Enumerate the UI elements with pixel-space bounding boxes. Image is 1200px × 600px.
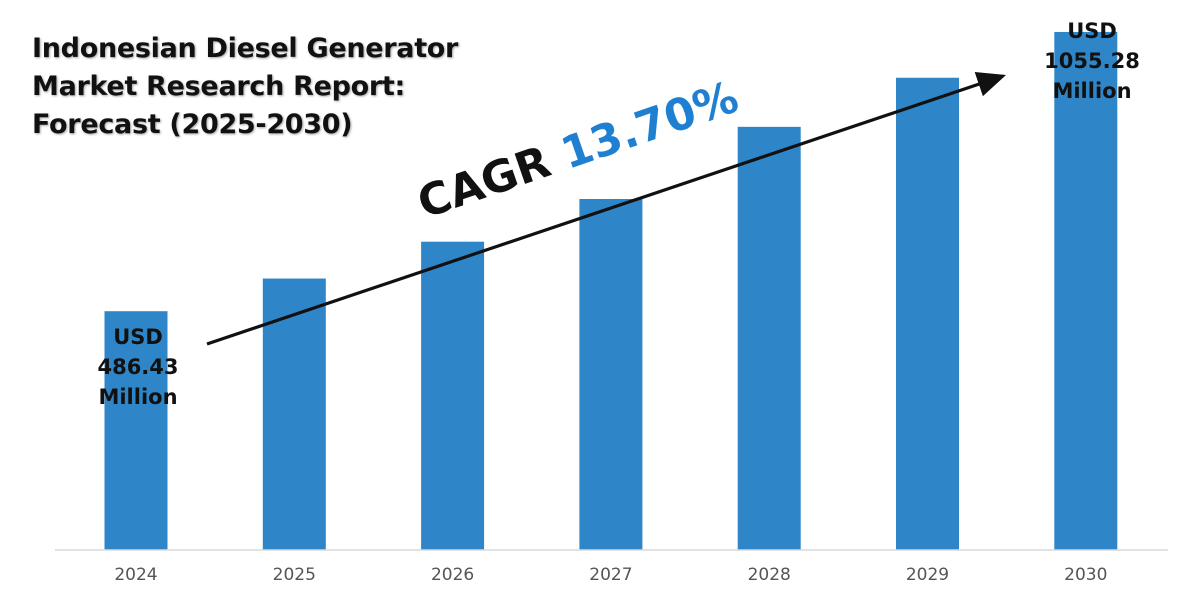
title-line-1: Indonesian Diesel Generator	[32, 33, 459, 64]
x-tick-2026: 2026	[431, 565, 474, 585]
x-tick-2030: 2030	[1064, 565, 1107, 585]
bar-series	[104, 31, 1118, 551]
start-callout-value: 486.43	[97, 355, 179, 379]
end-callout-unit: Million	[1052, 79, 1132, 103]
bar-2027	[579, 199, 643, 550]
end-callout-currency: USD	[1067, 19, 1117, 43]
x-tick-2029: 2029	[906, 565, 949, 585]
x-tick-2028: 2028	[748, 565, 791, 585]
chart-title: Indonesian Diesel Generator Market Resea…	[32, 30, 552, 144]
bar-2025	[262, 278, 326, 550]
bar-2024	[104, 311, 168, 550]
x-tick-2027: 2027	[589, 565, 632, 585]
bar-2029	[896, 77, 959, 550]
title-line-3: Forecast (2025-2030)	[32, 109, 353, 140]
cagr-arrow	[206, 72, 1007, 346]
x-tick-2025: 2025	[273, 565, 316, 585]
start-callout-unit: Million	[98, 385, 178, 409]
x-tick-labels: 2024 2025 2026 2027 2028 2029 2030	[114, 565, 1107, 585]
start-callout-currency: USD	[113, 325, 163, 349]
bar-2028	[737, 126, 801, 550]
end-value-callout: USD 1055.28 Million	[1030, 16, 1154, 106]
start-value-callout: USD 486.43 Million	[82, 322, 194, 412]
bar-2030	[1054, 31, 1118, 551]
end-callout-value: 1055.28	[1044, 49, 1140, 73]
title-line-2: Market Research Report:	[32, 71, 405, 102]
bar-2026	[421, 241, 485, 550]
x-tick-2024: 2024	[114, 565, 157, 585]
